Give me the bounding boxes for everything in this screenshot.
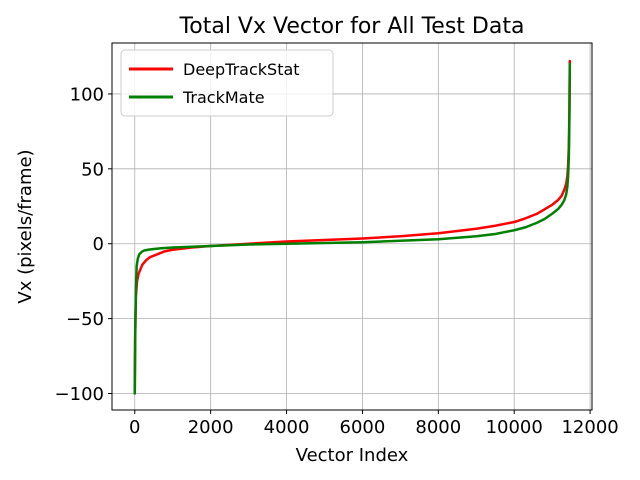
x-axis-title: Vector Index <box>296 445 409 466</box>
series-lines <box>133 59 572 395</box>
plot-frame <box>111 42 593 411</box>
series-line-trackmate <box>133 62 572 395</box>
legend: DeepTrackStat TrackMate <box>120 49 334 117</box>
y-tick-label: 100 <box>70 84 104 105</box>
series-line-deeptrackstat <box>133 59 572 395</box>
legend-label-deeptrackstat: DeepTrackStat <box>183 60 300 79</box>
x-tick-label: 10000 <box>486 417 543 438</box>
chart-title: Total Vx Vector for All Test Data <box>179 14 525 39</box>
y-axis-title: Vx (pixels/frame) <box>15 149 36 303</box>
legend-label-trackmate: TrackMate <box>182 88 265 107</box>
x-tick-label: 4000 <box>264 417 310 438</box>
x-tick-label: 0 <box>129 417 140 438</box>
x-tick-label: 8000 <box>415 417 461 438</box>
legend-box <box>120 49 334 117</box>
y-tick-label: 0 <box>93 234 104 255</box>
y-axis: −100 −50 0 50 100 <box>55 84 112 405</box>
y-tick-label: −100 <box>55 384 104 405</box>
x-axis: 0 2000 4000 6000 8000 10000 12000 <box>129 410 619 438</box>
x-tick-label: 6000 <box>340 417 386 438</box>
x-tick-label: 2000 <box>188 417 234 438</box>
y-tick-label: 50 <box>81 159 104 180</box>
x-tick-label: 12000 <box>561 417 618 438</box>
y-tick-label: −50 <box>66 309 104 330</box>
